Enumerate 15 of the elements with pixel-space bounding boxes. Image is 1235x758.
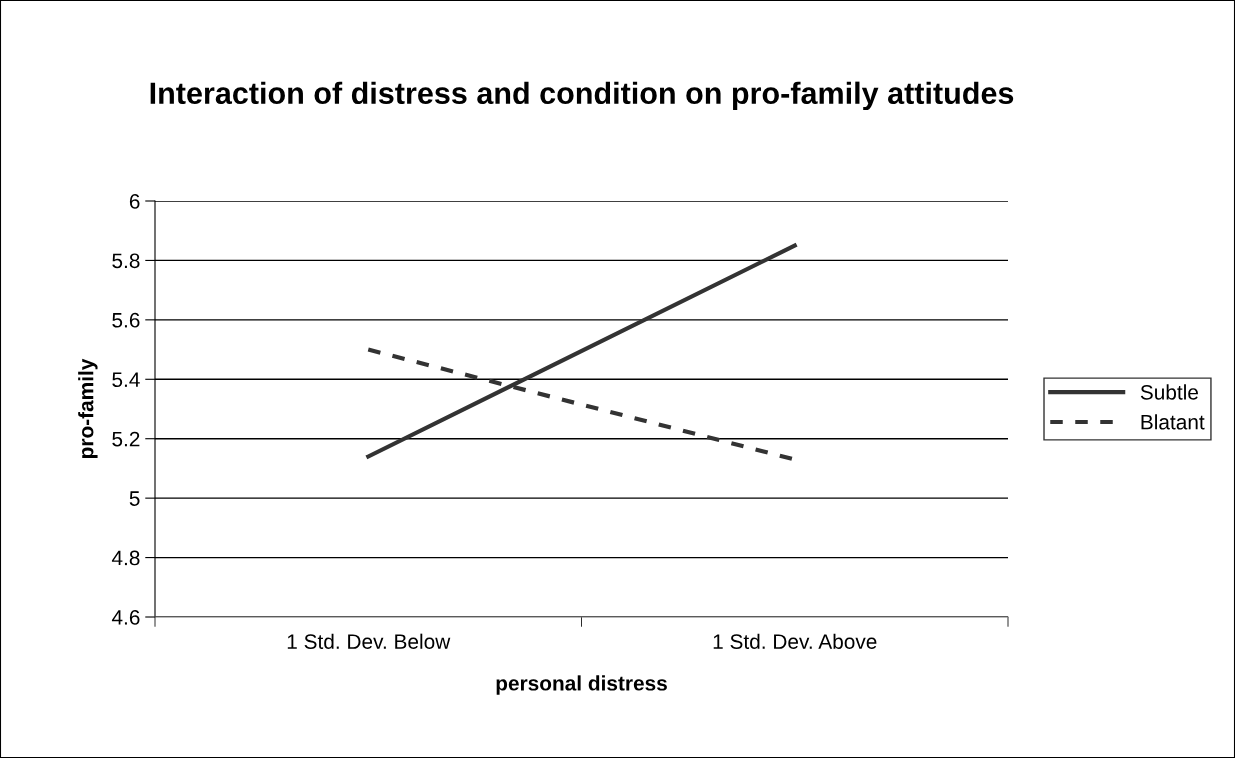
y-tick-label: 5 xyxy=(129,491,140,506)
x-tick-label: 1 Std. Dev. Above xyxy=(713,633,877,649)
y-tick-label: 5.2 xyxy=(112,431,140,447)
chart-title: Interaction of distress and condition on pro-family attitudes xyxy=(150,81,1014,111)
y-tick-label: 5.4 xyxy=(112,372,140,388)
legend-label: Subtle xyxy=(1140,384,1198,400)
legend-label: Blatant xyxy=(1141,414,1205,430)
x-axis-title: personal distress xyxy=(496,675,667,695)
y-tick-label: 5.8 xyxy=(112,253,140,269)
y-tick-label: 5.6 xyxy=(112,312,140,328)
y-axis-title: pro-family xyxy=(78,358,98,458)
y-tick-label: 4.6 xyxy=(111,610,140,625)
y-tick-label: 4.8 xyxy=(111,550,140,566)
y-tick-label: 6 xyxy=(129,194,140,209)
x-tick-label: 1 Std. Dev. Below xyxy=(287,633,451,649)
